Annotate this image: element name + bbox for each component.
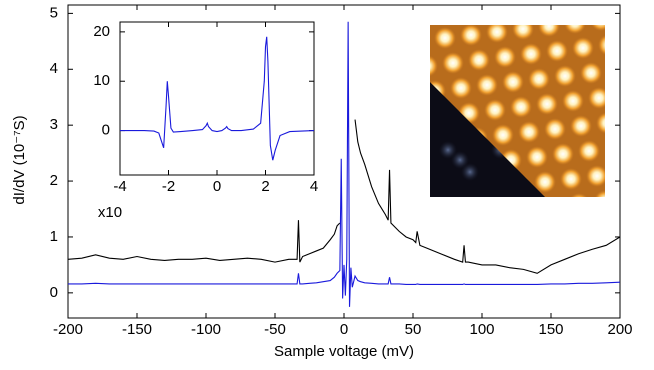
stm-spot — [526, 146, 548, 168]
stm-spot — [560, 168, 582, 190]
stm-spot — [562, 90, 584, 112]
y-tick-label: 0 — [50, 284, 58, 301]
stm-spot — [580, 62, 602, 84]
x-tick-label: -100 — [191, 321, 221, 338]
stm-spot — [512, 18, 534, 40]
stm-spot — [564, 12, 586, 34]
x-tick-label: 50 — [405, 321, 422, 338]
stm-spot — [468, 49, 490, 71]
figure: dI/dV (10⁻⁷S) Sample voltage (mV) x10 -2… — [0, 0, 654, 370]
x-tick-label: 100 — [469, 321, 494, 338]
x-tick-label: 200 — [607, 321, 632, 338]
stm-spot — [536, 93, 558, 115]
stm-spot — [598, 34, 620, 56]
stm-spot — [596, 112, 618, 134]
y-tick-label: 0 — [102, 122, 110, 139]
annotation: x10 — [98, 204, 122, 221]
stm-spot — [554, 65, 576, 87]
stm-spot — [416, 55, 438, 77]
x-tick-label: -4 — [113, 178, 126, 195]
y-tick-label: 2 — [50, 172, 58, 189]
stm-spot — [578, 140, 600, 162]
x-tick-label: 4 — [310, 178, 318, 195]
stm-spot — [442, 52, 464, 74]
inset-frame — [120, 22, 314, 175]
stm-spot — [492, 124, 514, 146]
x-tick-label: -200 — [53, 321, 83, 338]
stm-spot — [552, 143, 574, 165]
stm-spot — [434, 27, 456, 49]
stm-spot — [502, 71, 524, 93]
stm-spot — [568, 193, 590, 215]
y-tick-label: 3 — [50, 116, 58, 133]
stm-blob — [439, 141, 457, 159]
x-axis-label: Sample voltage (mV) — [274, 343, 414, 360]
y-axis-label: dI/dV (10⁻⁷S) — [11, 115, 28, 204]
stm-spot — [594, 190, 616, 212]
y-tick-label: 4 — [50, 60, 58, 77]
stm-spot — [544, 118, 566, 140]
stm-spot — [570, 115, 592, 137]
stm-spot — [460, 24, 482, 46]
x-tick-label: -50 — [264, 321, 286, 338]
x-tick-label: -2 — [162, 178, 175, 195]
y-tick-label: 5 — [50, 4, 58, 21]
stm-spot — [494, 46, 516, 68]
stm-spot — [528, 68, 550, 90]
stm-blob — [461, 163, 479, 181]
stm-spot — [588, 87, 610, 109]
stm-spot — [586, 165, 608, 187]
stm-spot — [538, 15, 560, 37]
x-tick-label: 2 — [261, 178, 269, 195]
stm-spot — [484, 99, 506, 121]
stm-image — [414, 9, 620, 215]
x-tick-label: 0 — [213, 178, 221, 195]
stm-spot — [486, 21, 508, 43]
stm-spot — [546, 40, 568, 62]
stm-spot — [590, 9, 612, 31]
y-tick-label: 10 — [93, 72, 110, 89]
x-tick-label: 150 — [538, 321, 563, 338]
stm-spot — [520, 43, 542, 65]
stm-spot — [476, 74, 498, 96]
stm-spot — [510, 96, 532, 118]
y-tick-label: 1 — [50, 228, 58, 245]
x-tick-label: -150 — [122, 321, 152, 338]
y-tick-label: 20 — [93, 23, 110, 40]
stm-spot — [450, 77, 472, 99]
stm-spot — [572, 37, 594, 59]
x-tick-label: 0 — [340, 321, 348, 338]
stm-spot — [518, 121, 540, 143]
